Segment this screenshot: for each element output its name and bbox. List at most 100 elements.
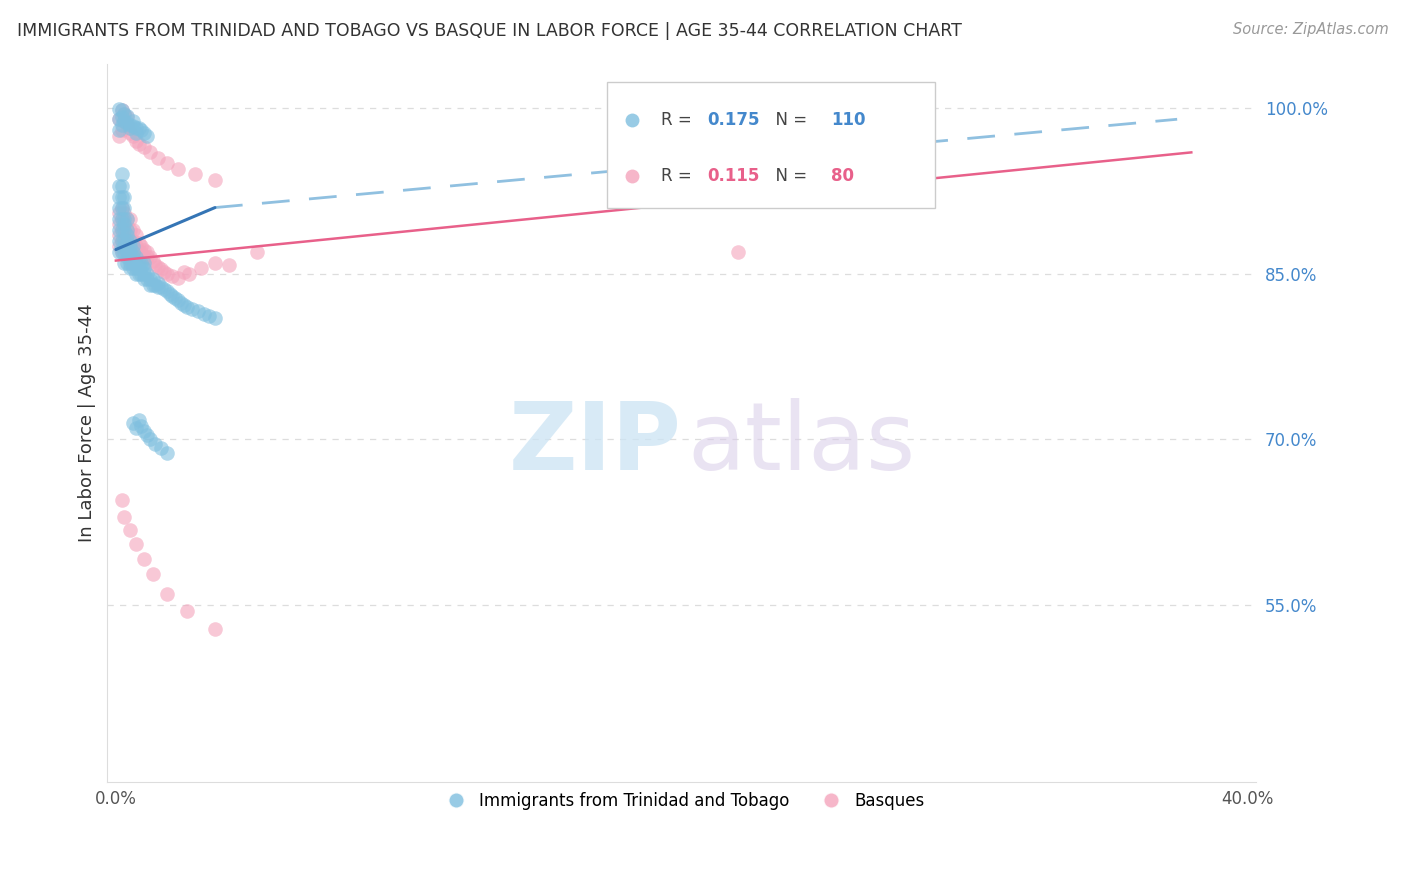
- Point: [110, 234, 132, 248]
- Point: [118, 222, 141, 236]
- Point: [110, 189, 132, 203]
- Point: [150, 442, 173, 456]
- Point: [193, 307, 215, 321]
- Point: [148, 276, 170, 290]
- Point: [110, 118, 132, 132]
- Point: [125, 261, 148, 276]
- Point: [142, 272, 165, 286]
- Point: [156, 285, 179, 299]
- Point: [167, 271, 190, 285]
- Point: [1398, 274, 1406, 288]
- Point: [136, 250, 159, 264]
- Point: [115, 222, 138, 236]
- Point: [131, 239, 153, 253]
- Point: [107, 206, 129, 220]
- Point: [134, 250, 156, 264]
- Point: [118, 118, 141, 132]
- Point: [118, 523, 141, 537]
- Point: [184, 168, 207, 182]
- Point: [204, 173, 226, 187]
- Point: [128, 412, 150, 426]
- Point: [115, 110, 138, 124]
- Point: [125, 126, 148, 140]
- Point: [107, 201, 129, 215]
- Point: [125, 537, 148, 551]
- Point: [204, 623, 226, 637]
- Point: [128, 261, 150, 276]
- Point: [134, 424, 156, 438]
- Text: IMMIGRANTS FROM TRINIDAD AND TOBAGO VS BASQUE IN LABOR FORCE | AGE 35-44 CORRELA: IMMIGRANTS FROM TRINIDAD AND TOBAGO VS B…: [17, 22, 962, 40]
- Point: [115, 234, 138, 248]
- Text: N =: N =: [765, 167, 813, 186]
- Point: [190, 261, 212, 276]
- Point: [110, 178, 132, 193]
- Point: [125, 256, 148, 270]
- Point: [112, 217, 135, 231]
- Point: [128, 235, 150, 250]
- Text: R =: R =: [661, 167, 697, 186]
- Point: [150, 262, 173, 277]
- Point: [110, 211, 132, 226]
- Point: [121, 234, 143, 248]
- Point: [131, 261, 153, 276]
- Point: [112, 228, 135, 243]
- Point: [136, 244, 159, 259]
- Point: [121, 250, 143, 264]
- Point: [173, 298, 195, 312]
- Point: [131, 123, 153, 137]
- Point: [118, 126, 141, 140]
- Point: [131, 267, 153, 281]
- Text: R =: R =: [661, 111, 697, 128]
- Point: [198, 309, 221, 323]
- Point: [727, 244, 749, 259]
- Point: [118, 250, 141, 264]
- Point: [167, 161, 190, 176]
- Point: [131, 419, 153, 434]
- Point: [159, 286, 181, 301]
- Point: [128, 256, 150, 270]
- Point: [156, 267, 179, 281]
- Point: [110, 103, 132, 118]
- Point: [112, 206, 135, 220]
- Point: [187, 304, 209, 318]
- Point: [115, 222, 138, 236]
- Point: [118, 244, 141, 259]
- Point: [118, 121, 141, 136]
- Point: [110, 201, 132, 215]
- Point: [134, 256, 156, 270]
- Point: [139, 250, 162, 264]
- Point: [112, 234, 135, 248]
- Point: [148, 280, 170, 294]
- Point: [167, 293, 190, 308]
- Point: [153, 265, 176, 279]
- Point: [136, 428, 159, 442]
- Point: [125, 134, 148, 148]
- Text: 0.175: 0.175: [707, 111, 759, 128]
- Point: [107, 112, 129, 127]
- Point: [112, 107, 135, 121]
- Point: [112, 239, 135, 253]
- Point: [112, 244, 135, 259]
- Point: [118, 239, 141, 253]
- Point: [115, 244, 138, 259]
- Point: [121, 119, 143, 133]
- Point: [134, 140, 156, 154]
- Point: [121, 256, 143, 270]
- Point: [121, 222, 143, 236]
- Point: [118, 234, 141, 248]
- Point: [170, 295, 193, 310]
- Point: [134, 551, 156, 566]
- Point: [136, 267, 159, 281]
- Point: [112, 114, 135, 128]
- Point: [1398, 186, 1406, 201]
- Point: [112, 201, 135, 215]
- Text: N =: N =: [765, 111, 813, 128]
- Text: 0.115: 0.115: [707, 167, 759, 186]
- Point: [142, 567, 165, 582]
- Point: [121, 239, 143, 253]
- Point: [107, 228, 129, 243]
- Point: [107, 217, 129, 231]
- Point: [128, 244, 150, 259]
- Text: 80: 80: [831, 167, 855, 186]
- Point: [115, 250, 138, 264]
